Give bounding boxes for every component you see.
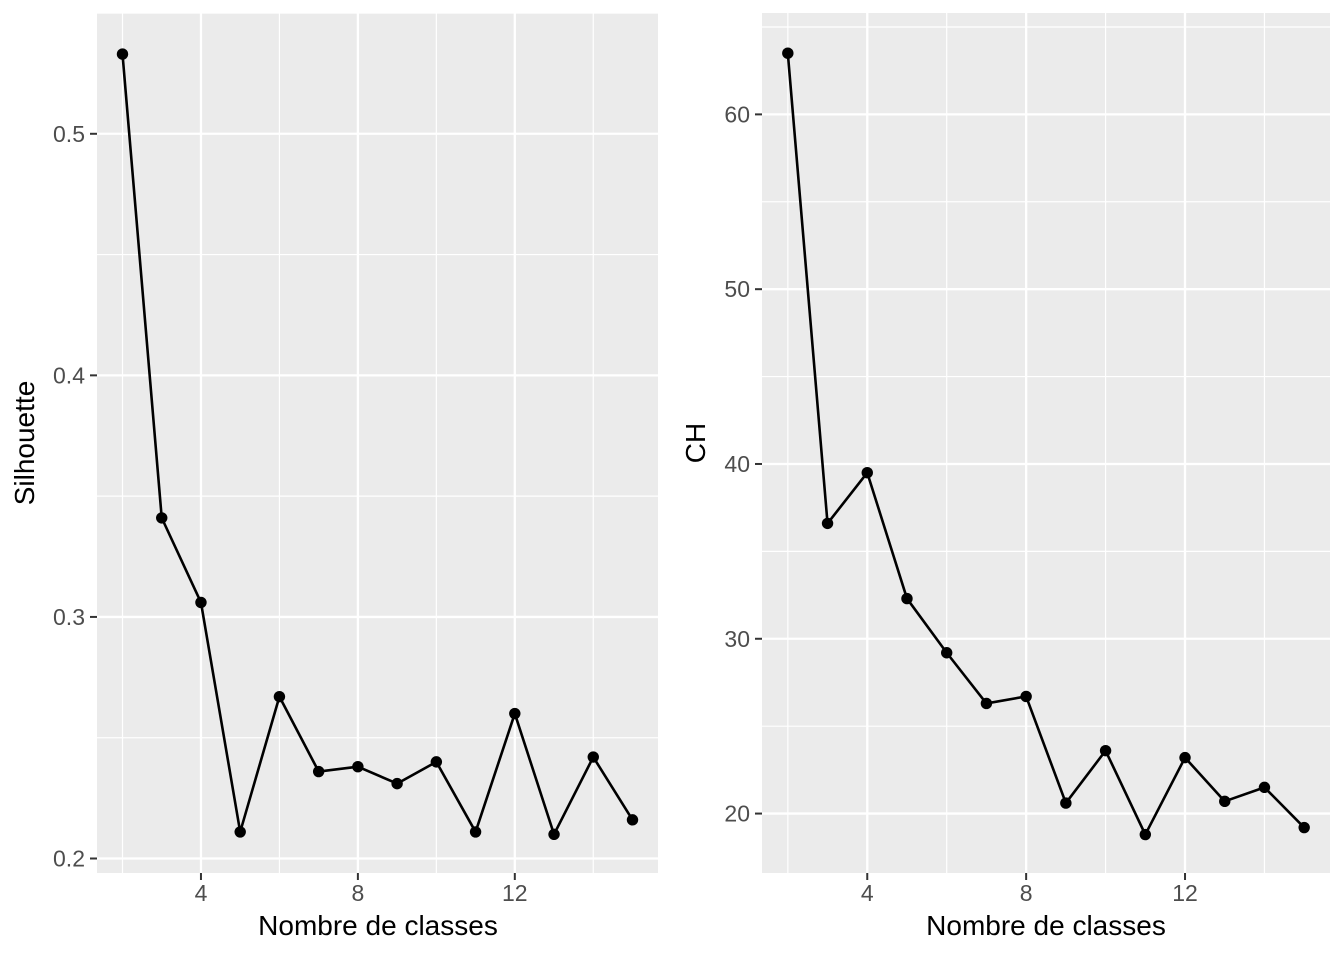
ch-chart: 20 30 40 50 60 4 8 12: [724, 13, 1330, 906]
data-point: [1060, 797, 1072, 809]
x-tick-label: 4: [195, 880, 208, 906]
data-point: [587, 751, 599, 763]
data-point: [626, 814, 639, 826]
data-point: [1219, 795, 1231, 808]
y-tick-label: 40: [724, 451, 750, 477]
ch-x-axis-title: Nombre de classes: [926, 910, 1166, 941]
y-tick-label: 0.4: [53, 362, 85, 388]
data-point: [195, 596, 207, 609]
series-line: [786, 53, 1306, 836]
data-point: [469, 826, 482, 838]
data-point: [430, 756, 443, 768]
panel-background: [762, 13, 1330, 873]
silhouette-x-axis-title: Nombre de classes: [258, 910, 498, 941]
silhouette-chart: 0.2 0.3 0.4 0.5 4 8 12: [53, 12, 658, 906]
data-point: [782, 47, 794, 59]
data-point: [861, 467, 873, 479]
panel-background: [97, 13, 658, 873]
data-point: [1258, 781, 1271, 794]
y-tick-label: 20: [724, 801, 750, 827]
y-tick-label: 0.5: [53, 121, 85, 147]
y-tick-label: 50: [724, 276, 750, 302]
series-line: [121, 53, 634, 836]
x-tick-label: 12: [1172, 880, 1198, 906]
data-point: [1020, 690, 1032, 703]
x-tick-label: 8: [351, 880, 364, 906]
data-point: [1298, 821, 1310, 834]
data-point: [1099, 744, 1112, 757]
x-tick-label: 4: [861, 880, 874, 906]
x-tick-label: 8: [1020, 880, 1033, 906]
data-point: [312, 765, 325, 778]
x-tick-label: 12: [502, 880, 528, 906]
data-point: [234, 826, 246, 838]
data-point: [352, 761, 364, 773]
data-point: [980, 697, 993, 710]
data-point: [156, 512, 168, 524]
data-point: [821, 517, 834, 530]
data-point: [548, 828, 560, 841]
data-point: [901, 592, 913, 605]
data-point: [940, 647, 953, 659]
y-tick-label: 0.2: [53, 846, 85, 872]
y-tick-label: 60: [724, 101, 750, 127]
data-point: [1179, 751, 1191, 764]
y-tick-label: 0.3: [53, 604, 85, 630]
data-point: [1139, 828, 1152, 841]
data-point: [509, 707, 521, 720]
data-point: [116, 48, 129, 60]
data-point: [391, 777, 403, 790]
ch-y-axis-title: CH: [680, 422, 711, 464]
data-point: [273, 690, 286, 703]
y-tick-label: 30: [724, 626, 750, 652]
silhouette-y-axis-title: Silhouette: [9, 380, 40, 506]
